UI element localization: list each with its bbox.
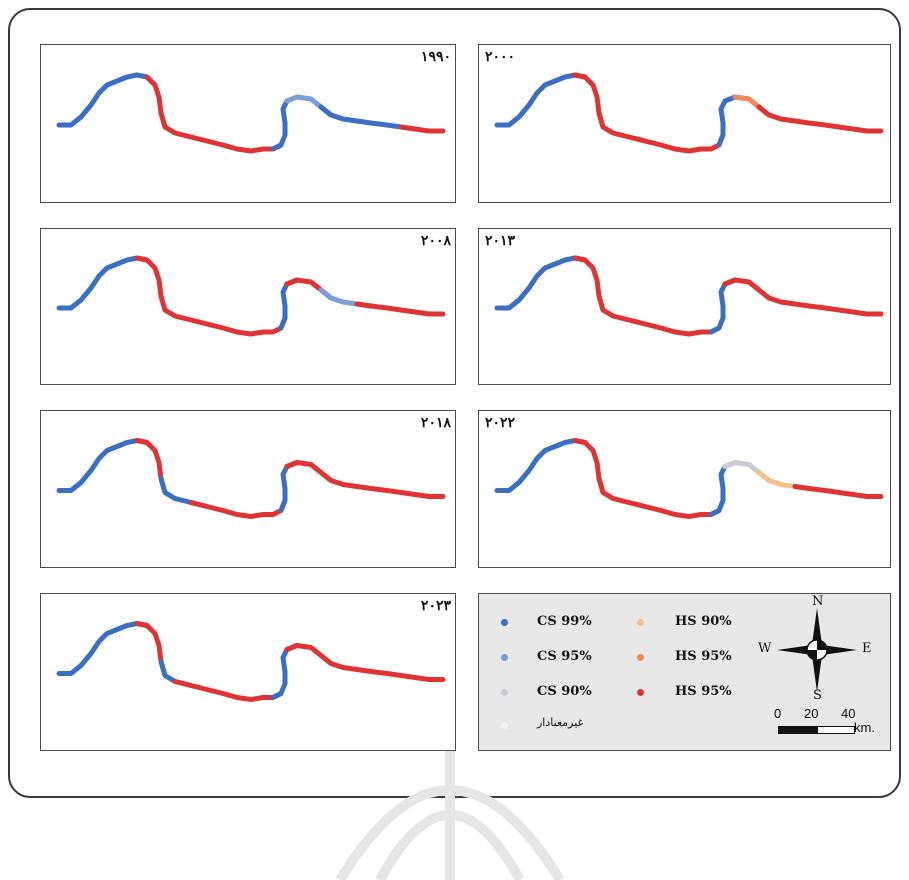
river-segment-hs99 bbox=[596, 293, 722, 337]
river-segment-hs99 bbox=[722, 277, 884, 317]
river-map bbox=[56, 72, 446, 154]
hs95-swatch bbox=[637, 654, 644, 661]
river-map bbox=[494, 438, 884, 519]
map-panel-2008: ۲۰۰۸ bbox=[40, 228, 456, 385]
panel-year-label: ۲۰۲۳ bbox=[420, 598, 451, 614]
scale-tick-20: 20 bbox=[804, 706, 819, 721]
scale-bar-white bbox=[817, 726, 855, 734]
hs90-swatch bbox=[637, 619, 644, 626]
river-segment-cs99 bbox=[56, 255, 150, 311]
hs90-label: HS 90% bbox=[675, 614, 732, 629]
scale-tick-40: 40 bbox=[841, 706, 856, 721]
river-segment-hs99 bbox=[596, 476, 722, 519]
river-map bbox=[56, 438, 446, 519]
river-segment-hs99 bbox=[134, 255, 164, 299]
river-segment-cs99 bbox=[494, 72, 588, 128]
map-panel-2023: ۲۰۲۳ bbox=[40, 593, 456, 751]
hs99-swatch bbox=[637, 689, 644, 696]
river-segment-hs99 bbox=[284, 460, 446, 499]
river-segment-hs99 bbox=[596, 110, 726, 154]
river-segment-hs99 bbox=[172, 679, 284, 702]
map-panel-2022: ۲۰۲۲ bbox=[478, 410, 891, 568]
river-segment-cs99 bbox=[494, 255, 588, 311]
river-segment-hs99 bbox=[398, 124, 446, 134]
north-arrow-icon: N S W E bbox=[758, 594, 872, 703]
river-map bbox=[494, 72, 884, 154]
compass-e: E bbox=[862, 641, 872, 656]
river-segment-cs99 bbox=[270, 98, 290, 152]
nonsig-label: غیرمعنادار bbox=[537, 716, 584, 729]
river-segment-cs99 bbox=[494, 438, 588, 493]
panel-year-label: ۲۰۰۸ bbox=[420, 233, 451, 249]
river-segment-cs99 bbox=[270, 643, 300, 700]
river-segment-hs99 bbox=[284, 643, 446, 682]
nonsig-swatch bbox=[501, 722, 508, 729]
river-segment-hs99 bbox=[792, 484, 884, 499]
cs99-label: CS 99% bbox=[537, 614, 592, 629]
river-segment-cs99 bbox=[708, 464, 728, 517]
river-map bbox=[56, 621, 446, 702]
river-map bbox=[494, 255, 884, 337]
cs95-label: CS 95% bbox=[537, 649, 592, 664]
map-panel-2013: ۲۰۱۳ bbox=[478, 228, 891, 385]
panel-year-label: ۲۰۱۸ bbox=[420, 415, 451, 431]
compass-w: W bbox=[758, 641, 772, 656]
map-panel-2000: ۲۰۰۰ bbox=[478, 44, 891, 203]
river-segment-cs99 bbox=[278, 460, 300, 513]
river-segment-hs99 bbox=[158, 110, 284, 154]
river-segment-cs99 bbox=[56, 438, 150, 493]
river-segment-hs99 bbox=[158, 293, 288, 337]
cs90-swatch bbox=[501, 689, 508, 696]
scale-unit: km. bbox=[854, 720, 875, 735]
map-panel-2018: ۲۰۱۸ bbox=[40, 410, 456, 568]
map-legend: CS 99% CS 95% CS 90% غیرمعنادار HS 90% H… bbox=[478, 593, 891, 751]
panel-year-label: ۲۰۲۲ bbox=[485, 415, 516, 431]
cs90-label: CS 90% bbox=[537, 684, 592, 699]
scale-bar-black bbox=[778, 726, 818, 734]
scale-tick-0: 0 bbox=[774, 706, 782, 721]
panel-year-label: ۲۰۱۳ bbox=[485, 233, 516, 249]
map-panel-1990: ۱۹۹۰ bbox=[40, 44, 456, 203]
river-segment-hs99 bbox=[188, 498, 288, 519]
river-map bbox=[56, 255, 446, 337]
river-segment-cs99 bbox=[278, 277, 300, 331]
panel-year-label: ۲۰۰۰ bbox=[485, 49, 516, 65]
cs99-swatch bbox=[501, 619, 508, 626]
river-segment-cs99 bbox=[56, 72, 158, 128]
river-segment-cs99 bbox=[716, 94, 752, 148]
river-segment-hs99 bbox=[354, 301, 446, 317]
river-segment-cs99 bbox=[708, 277, 738, 335]
scale-bar: 0 20 40 km. bbox=[774, 706, 884, 746]
river-segment-hs99 bbox=[572, 255, 602, 299]
hs95-label: HS 95% bbox=[675, 649, 732, 664]
compass-s: S bbox=[813, 688, 822, 703]
compass-n: N bbox=[812, 594, 824, 609]
river-segment-cs99 bbox=[56, 621, 150, 676]
cs95-swatch bbox=[501, 654, 508, 661]
hs95b-label: HS 95% bbox=[675, 684, 732, 699]
river-segment-hs99 bbox=[756, 104, 884, 134]
panel-year-label: ۱۹۹۰ bbox=[420, 49, 451, 65]
river-segment-hs99 bbox=[144, 74, 164, 116]
